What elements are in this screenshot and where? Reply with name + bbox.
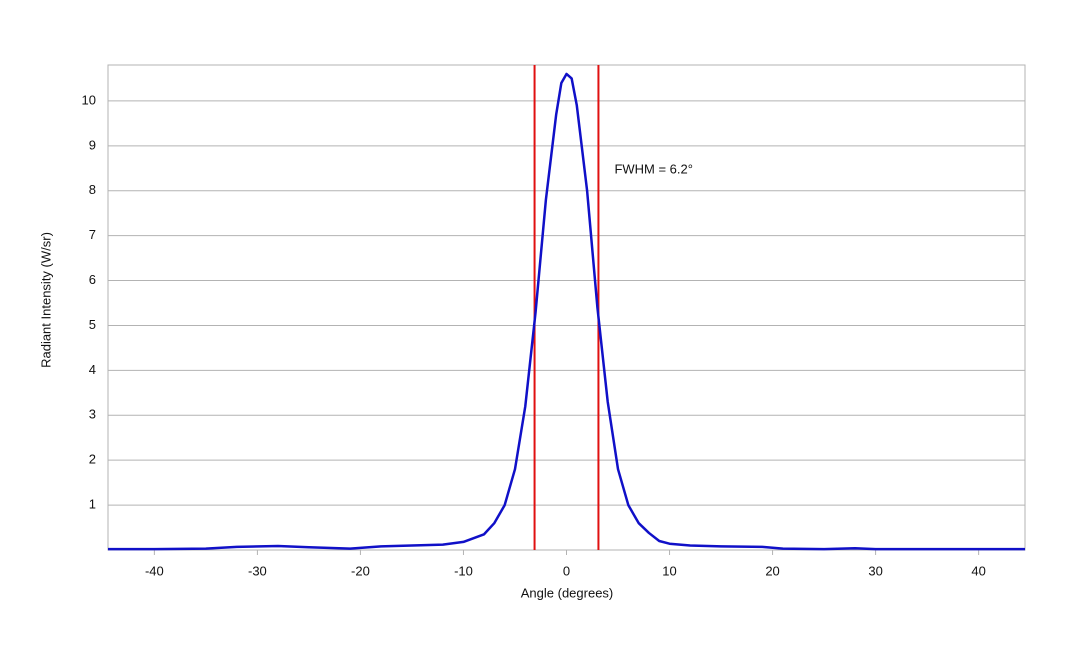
x-tick-label: -20: [351, 563, 370, 578]
x-tick-label: 30: [868, 563, 882, 578]
line-series: [108, 72, 1025, 551]
annotation: FWHM = 6.2°: [614, 161, 693, 176]
x-tick-label: -40: [145, 563, 164, 578]
plot-frame: [107, 64, 1026, 551]
y-tick-label: 7: [89, 227, 96, 242]
x-tick-label: 40: [971, 563, 985, 578]
y-tick-label: 2: [89, 452, 96, 467]
y-axis-label: Radiant Intensity (W/sr): [38, 232, 53, 368]
y-tick-label: 5: [89, 317, 96, 332]
y-tick-label: 6: [89, 272, 96, 287]
x-axis-label: Angle (degrees): [521, 585, 614, 600]
y-tick-label: 1: [89, 497, 96, 512]
y-tick-label: 3: [89, 407, 96, 422]
y-tick-label: 4: [89, 362, 96, 377]
y-tick-label: 8: [89, 182, 96, 197]
x-tick-label: -10: [454, 563, 473, 578]
x-tick-label: 20: [765, 563, 779, 578]
y-tick-label: 9: [89, 137, 96, 152]
x-tick-label: 10: [662, 563, 676, 578]
y-tick-label: 10: [82, 92, 96, 107]
x-tick-label: 0: [563, 563, 570, 578]
x-tick-label: -30: [248, 563, 267, 578]
